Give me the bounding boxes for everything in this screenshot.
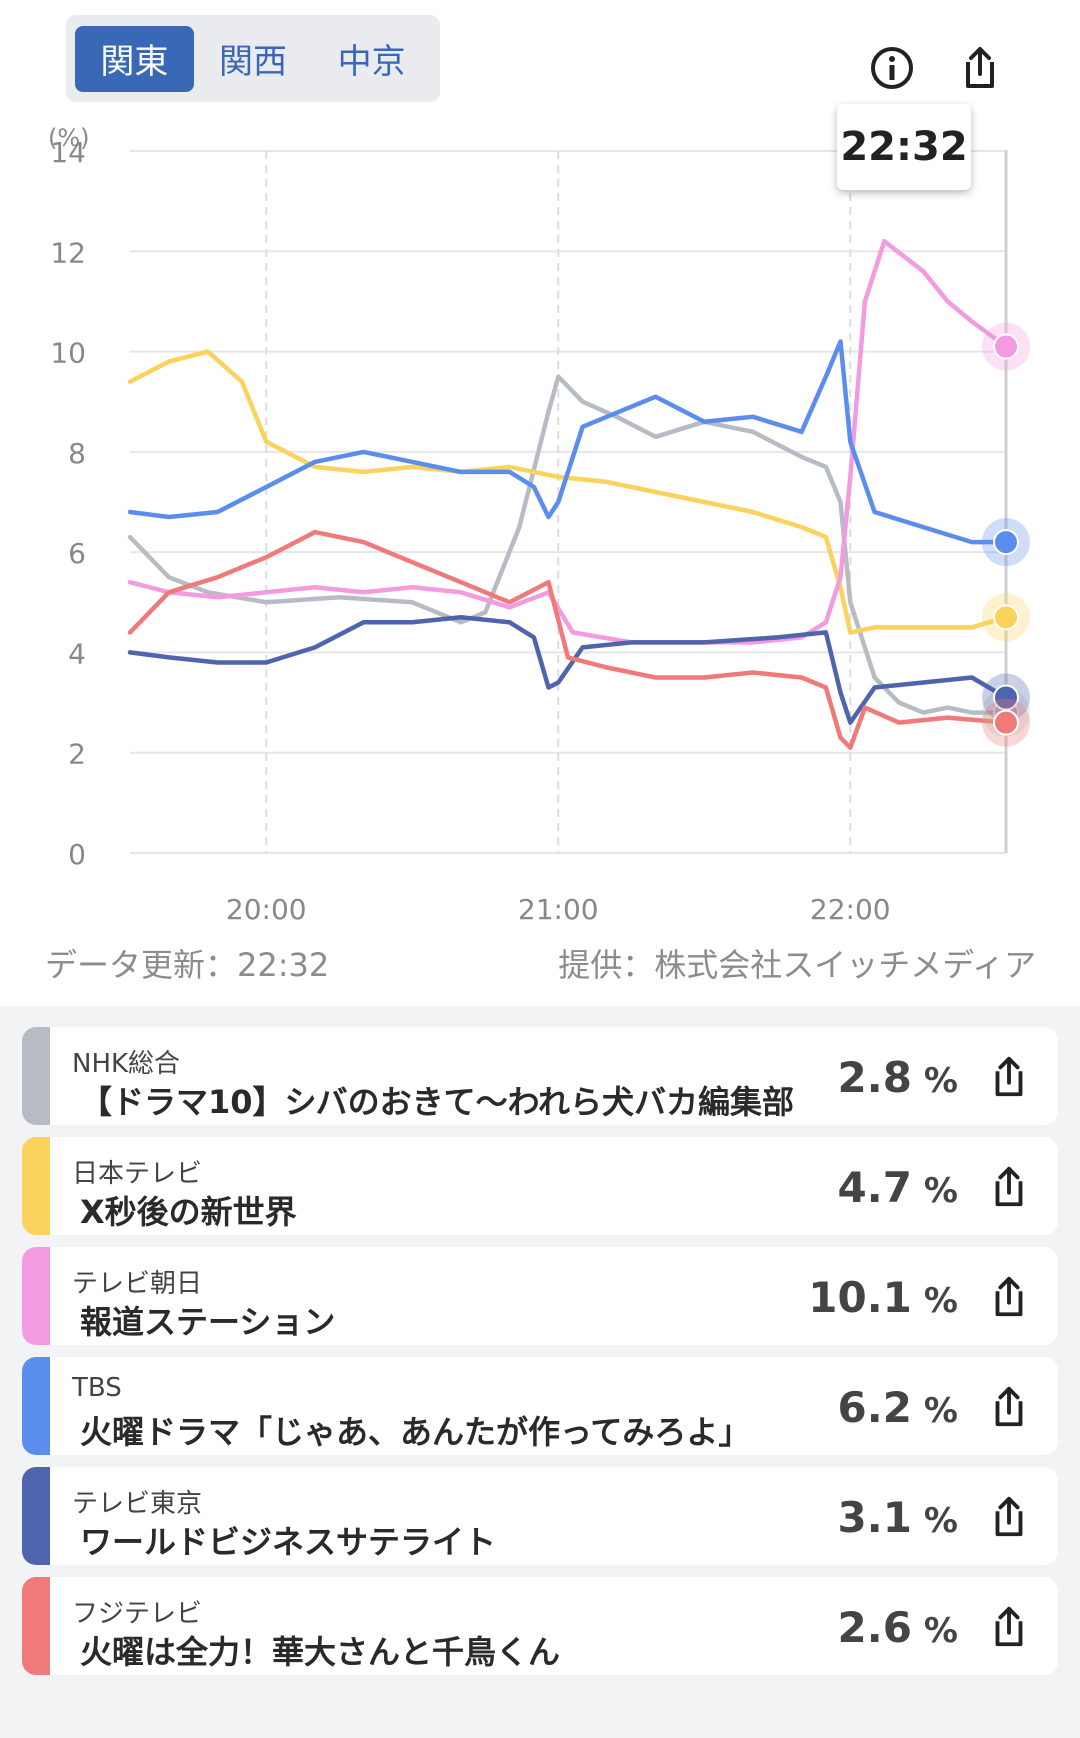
y-tick-label: 0 [68,838,86,871]
program-row-tv-tokyo[interactable]: テレビ東京 ワールドビジネスサテライト 3.1% [22,1467,1058,1565]
tab-kansai[interactable]: 関西 [219,42,287,82]
tab-chukyo[interactable]: 中京 [337,42,406,82]
y-tick-label: 14 [50,136,86,169]
series-endpoint-marker [993,604,1019,631]
ratings-chart: 0 2 4 6 8 10 12 14 (%) 20:00 21:00 22:00 [0,120,1080,920]
rating-number: 4.7 [837,1163,912,1212]
x-tick-label: 21:00 [518,893,599,920]
rating-value: 4.7% [837,1163,958,1212]
y-tick-label: 6 [68,537,86,570]
update-time-note: データ更新：22:32 [45,946,330,984]
rating-unit: % [923,1281,958,1321]
series-line [127,339,1009,545]
series-endpoint-marker [993,333,1019,360]
share-icon[interactable] [986,1164,1032,1210]
channel-color-bar [22,1357,50,1455]
ratings-line-chart: 0 2 4 6 8 10 12 14(%) 20:00 21:00 22:00 [48,124,1030,920]
channel-color-bar [22,1027,50,1125]
station-name: テレビ朝日 [72,1269,203,1299]
program-title: 火曜ドラマ「じゃあ、あんたが作ってみろよ」 [80,1413,751,1451]
rating-value: 6.2% [837,1383,958,1432]
series-line [127,374,1009,715]
program-title: 火曜は全力！華大さんと千鳥くん [80,1633,561,1671]
series-endpoint-marker [993,709,1019,736]
y-tick-label: 2 [68,738,86,771]
program-title: X秒後の新世界 [80,1193,297,1231]
station-name: TBS [72,1373,122,1403]
rating-unit: % [923,1501,958,1541]
program-row-tbs[interactable]: TBS 火曜ドラマ「じゃあ、あんたが作ってみろよ」 6.2% [22,1357,1058,1455]
rating-number: 6.2 [837,1383,912,1432]
y-tick-label: 10 [50,337,86,370]
rating-value: 2.8% [837,1053,958,1102]
data-source-note: 提供：株式会社スイッチメディア [558,946,1036,984]
program-row-tv-asahi[interactable]: テレビ朝日 報道ステーション 10.1% [22,1247,1058,1345]
series-line [127,239,1009,645]
channel-color-bar [22,1577,50,1675]
program-title: 【ドラマ10】シバのおきて〜われら犬バカ編集部 [80,1083,794,1121]
y-tick-label: 4 [68,637,86,670]
series-endpoint-marker [993,529,1019,556]
y-tick-label: 12 [50,236,86,269]
program-list: NHK総合 【ドラマ10】シバのおきて〜われら犬バカ編集部 2.8% 日本テレビ… [0,1006,1080,1738]
station-name: フジテレビ [72,1599,203,1629]
series-line [127,529,1009,750]
channel-color-bar [22,1467,50,1565]
program-title: ワールドビジネスサテライト [80,1523,497,1561]
series-endpoint-marker [993,684,1019,711]
program-title: 報道ステーション [80,1303,336,1341]
y-tick-label: 8 [68,437,86,470]
info-icon[interactable] [868,44,916,92]
rating-unit: % [923,1061,958,1101]
rating-number: 3.1 [837,1493,912,1542]
program-row-ntv[interactable]: 日本テレビ X秒後の新世界 4.7% [22,1137,1058,1235]
rating-number: 2.6 [837,1603,912,1652]
rating-unit: % [923,1171,958,1211]
y-axis-unit-label: (%) [48,124,90,152]
share-icon[interactable] [986,1384,1032,1430]
program-row-fuji[interactable]: フジテレビ 火曜は全力！華大さんと千鳥くん 2.6% [22,1577,1058,1675]
share-icon[interactable] [986,1604,1032,1650]
rating-unit: % [923,1391,958,1431]
x-tick-label: 20:00 [226,893,307,920]
tab-kanto[interactable]: 関東 [75,25,194,92]
station-name: NHK総合 [72,1049,181,1079]
channel-color-bar [22,1247,50,1345]
share-icon[interactable] [986,1274,1032,1320]
series-line [127,615,1009,725]
series-line [127,349,1009,635]
rating-number: 2.8 [837,1053,912,1102]
rating-number: 10.1 [808,1273,912,1322]
station-name: テレビ東京 [72,1489,203,1519]
x-tick-label: 22:00 [810,893,891,920]
rating-unit: % [923,1611,958,1651]
rating-value: 10.1% [808,1273,958,1322]
share-icon[interactable] [956,44,1004,92]
channel-color-bar [22,1137,50,1235]
region-tabs: 関東 関西 中京 [66,15,440,102]
share-icon[interactable] [986,1494,1032,1540]
station-name: 日本テレビ [72,1159,203,1189]
rating-value: 3.1% [837,1493,958,1542]
program-row-nhk[interactable]: NHK総合 【ドラマ10】シバのおきて〜われら犬バカ編集部 2.8% [22,1027,1058,1125]
current-time-tooltip: 22:32 [837,104,971,190]
share-icon[interactable] [986,1054,1032,1100]
rating-value: 2.6% [837,1603,958,1652]
